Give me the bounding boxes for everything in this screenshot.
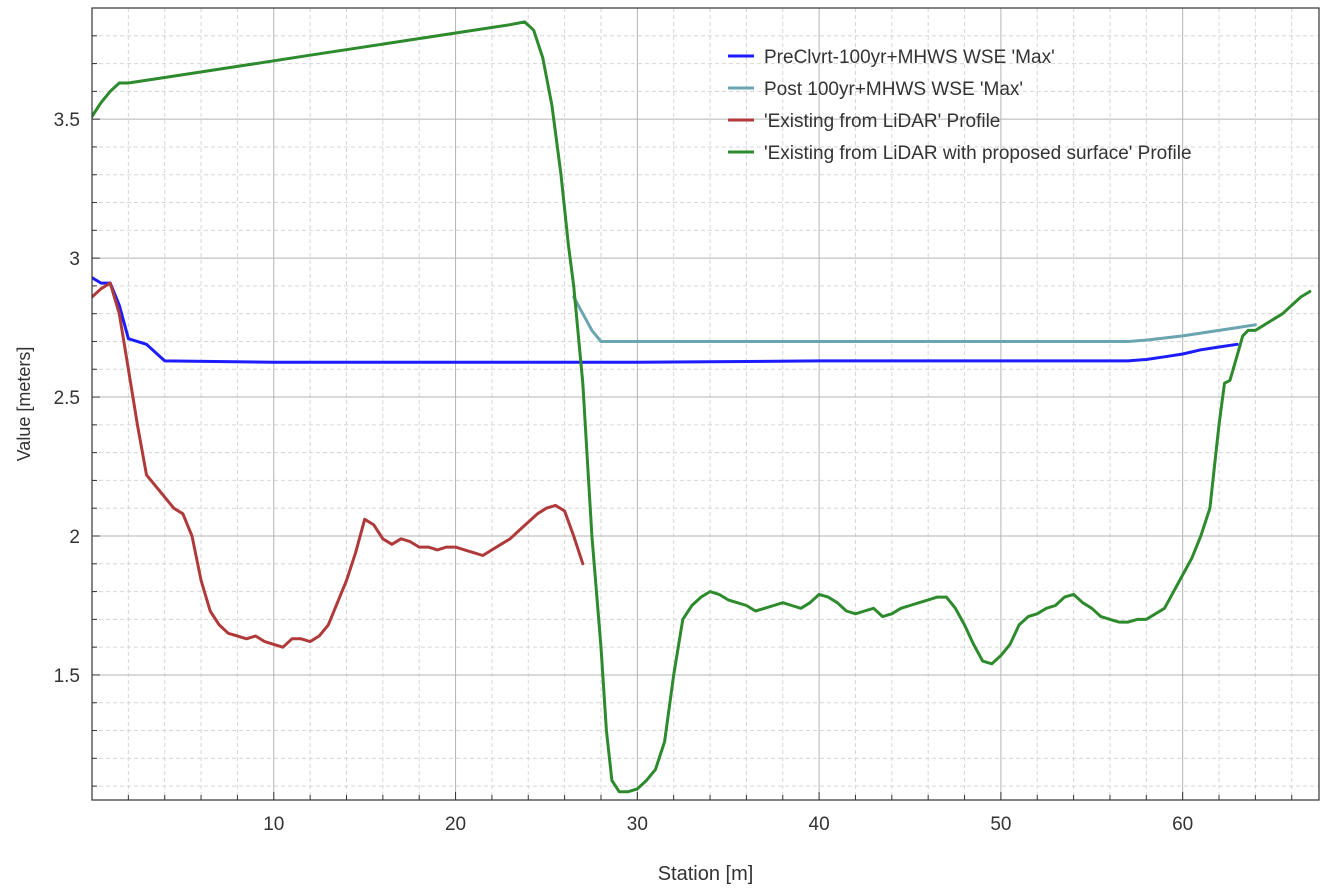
x-tick-label: 50 <box>990 814 1011 835</box>
y-tick-label: 2 <box>69 527 80 548</box>
legend-label: 'Existing from LiDAR' Profile <box>764 111 1000 132</box>
series-line-3 <box>92 281 585 649</box>
legend-label: 'Existing from LiDAR with proposed surfa… <box>764 143 1192 164</box>
series-line-1 <box>92 276 1239 364</box>
x-tick-label: 10 <box>263 814 284 835</box>
major-gridlines <box>92 8 1319 800</box>
x-tick-label: 40 <box>809 814 830 835</box>
legend-label: Post 100yr+MHWS WSE 'Max' <box>764 79 1023 100</box>
legend-label: PreClvrt-100yr+MHWS WSE 'Max' <box>764 47 1055 68</box>
y-tick-label: 3 <box>69 249 80 270</box>
x-tick-label: 20 <box>445 814 466 835</box>
x-axis-label: Station [m] <box>658 863 754 885</box>
axis-ticks <box>92 7 1293 800</box>
minor-gridlines <box>92 7 1319 800</box>
series-line-4 <box>92 20 1312 794</box>
plot-frame <box>91 7 1320 801</box>
y-axis-label: Value [meters] <box>14 347 34 462</box>
y-tick-label: 1.5 <box>54 666 80 687</box>
x-tick-label: 30 <box>627 814 648 835</box>
x-tick-label: 60 <box>1172 814 1193 835</box>
y-tick-label: 2.5 <box>54 388 80 409</box>
series-layer <box>92 20 1312 794</box>
legend: PreClvrt-100yr+MHWS WSE 'Max' Post 100yr+… <box>728 47 1192 164</box>
y-tick-label: 3.5 <box>54 110 80 131</box>
series-line-2 <box>572 295 1257 343</box>
axis-tick-labels: 10 20 30 40 50 60 1.5 2 2.5 3 3.5 <box>54 110 1194 835</box>
